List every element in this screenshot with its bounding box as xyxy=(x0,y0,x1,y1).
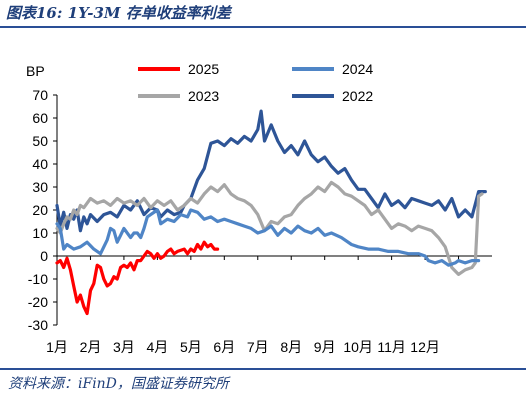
figure-title: 图表16: 1Y-3M 存单收益率利差 xyxy=(6,4,231,22)
legend: 2025 2024 2023 2022 xyxy=(138,61,373,104)
series-line-2022 xyxy=(55,109,487,233)
x-tick-label: 2月 xyxy=(80,339,102,355)
x-tick-label: 11月 xyxy=(377,339,406,355)
x-tick-label: 10月 xyxy=(343,339,373,355)
x-tick-label: 7月 xyxy=(247,339,269,355)
x-tick-label: 3月 xyxy=(113,339,135,355)
x-tick-label: 9月 xyxy=(314,339,336,355)
y-tick-label: 10 xyxy=(32,225,48,241)
series-line-2023 xyxy=(55,180,484,276)
x-tick-label: 4月 xyxy=(146,339,168,355)
legend-label-2024: 2024 xyxy=(342,61,373,77)
x-axis: 1月 2月 3月 4月 5月 6月 7月 8月 9月 10月 11月 12月 xyxy=(46,255,492,355)
y-tick-label: 30 xyxy=(32,179,48,195)
y-axis-label: BP xyxy=(26,63,45,79)
chart: BP 2025 2024 2023 2022 -30 -20 -10 0 10 20 30 40 50… xyxy=(26,61,492,355)
y-tick-label: -20 xyxy=(28,294,48,310)
y-tick-label: 20 xyxy=(32,202,48,218)
x-tick-label: 5月 xyxy=(180,339,202,355)
y-tick-label: 0 xyxy=(40,248,48,264)
title-rule xyxy=(0,26,526,28)
y-axis: -30 -20 -10 0 10 20 30 40 50 60 70 xyxy=(28,87,58,333)
x-tick-label: 6月 xyxy=(213,339,235,355)
legend-label-2025: 2025 xyxy=(188,61,219,77)
legend-label-2022: 2022 xyxy=(342,88,373,104)
legend-label-2023: 2023 xyxy=(188,88,219,104)
x-tick-label: 1月 xyxy=(46,339,68,355)
y-tick-label: 50 xyxy=(32,133,48,149)
x-tick-label: 12月 xyxy=(410,339,440,355)
y-tick-label: 60 xyxy=(32,110,48,126)
x-tick-label: 8月 xyxy=(280,339,302,355)
source-note: 资料来源：iFinD，国盛证券研究所 xyxy=(8,376,229,392)
series-line-2025 xyxy=(55,240,220,316)
y-tick-label: 40 xyxy=(32,156,48,172)
source-rule xyxy=(0,368,526,370)
plot-area xyxy=(55,109,487,316)
y-tick-label: -10 xyxy=(28,271,48,287)
y-tick-label: -30 xyxy=(28,317,48,333)
series-line-2024 xyxy=(55,208,481,267)
y-tick-label: 70 xyxy=(32,87,48,103)
